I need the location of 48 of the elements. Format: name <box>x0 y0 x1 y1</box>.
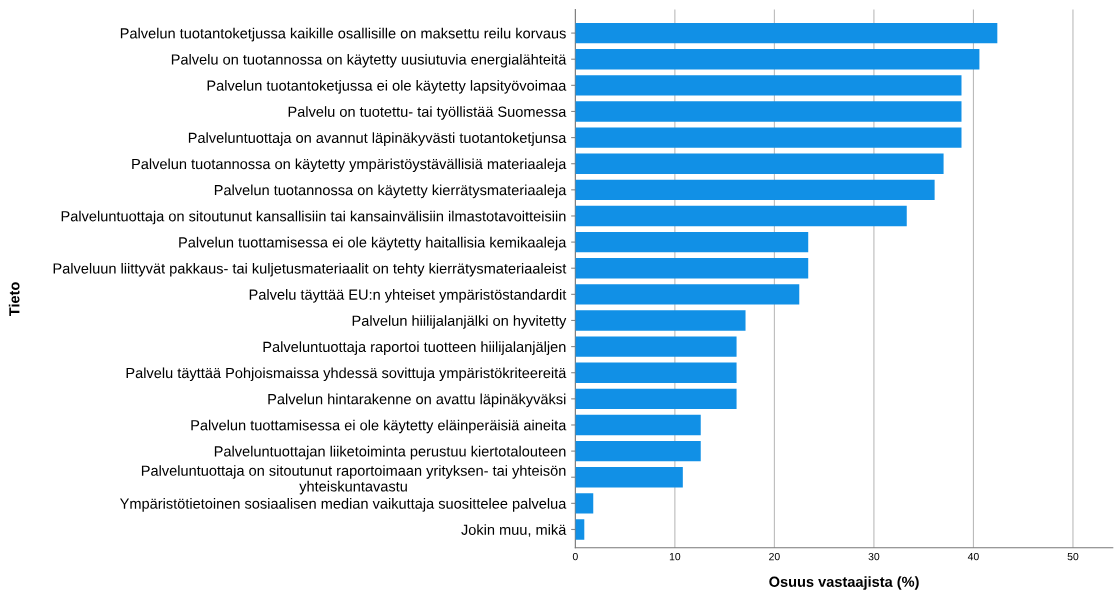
y-tick-label: Ympäristötietoinen sosiaalisen median vaikuttaja suosittelee palvelua <box>119 498 567 512</box>
bar <box>575 362 737 383</box>
y-tick-label: Palvelun hiilijalanjälki on hyvitetty <box>352 315 567 329</box>
x-axis-title: Osuus vastaajista (%) <box>769 576 919 590</box>
y-tick-label: Palvelun tuotantoketjussa ei ole käytetty lapsityövoimaa <box>207 80 567 94</box>
bar <box>575 205 907 227</box>
bar <box>575 258 809 279</box>
y-tick-label: Palvelu on tuotannossa on käytetty uusiutuvia energialähteitä <box>171 53 567 68</box>
y-axis-title: Tieto <box>8 282 20 317</box>
bar <box>575 75 962 96</box>
y-tick-label: Palvelu täyttää EU:n yhteiset ympäristöstandardit <box>249 289 567 303</box>
x-tick-label: 20 <box>769 552 780 561</box>
bar <box>575 49 980 70</box>
y-tick-label: Palveluun liittyvät pakkaus- tai kuljetusmateriaalit on tehty kierrätysmateriaaleist <box>53 262 567 277</box>
bar <box>575 336 737 357</box>
x-tick-label: 40 <box>967 552 979 561</box>
bar <box>575 493 594 514</box>
y-tick-label: Palvelu on tuotettu- tai työllistää Suomessa <box>288 106 567 120</box>
y-tick-label: Palvelun hintarakenne on avattu läpinäkyväksi <box>268 393 566 408</box>
y-tick-label: Palveluntuottaja on avannut läpinäkyvästi tuotantoketjunsa <box>188 132 567 146</box>
y-tick-label: Palvelun tuotannossa on käytetty kierrätysmateriaaleja <box>214 184 567 199</box>
bar <box>575 414 701 436</box>
bar <box>575 231 809 253</box>
x-tick-label: 30 <box>868 552 880 561</box>
bar <box>575 519 585 540</box>
y-tick-label: Palvelun tuotannossa on käytetty ympäristöystävällisiä materiaaleja <box>132 158 567 173</box>
bar <box>575 153 944 174</box>
bar <box>575 467 683 488</box>
x-tick-label: 10 <box>669 552 681 561</box>
y-tick-label: Jokin muu, mikä <box>461 524 567 537</box>
bar <box>575 284 800 305</box>
x-tick-label: 0 <box>572 552 578 561</box>
y-tick-label: Palveluntuottaja on sitoutunut raportoimaan yrityksen- tai yhteisön yhteiskuntavastu <box>141 465 566 495</box>
y-tick-label: Palvelun tuottamisessa ei ole käytetty haitallisia kemikaaleja <box>179 236 567 251</box>
y-tick-label: Palveluntuottaja raportoi tuotteen hiilijalanjäljen <box>263 341 566 355</box>
y-tick-label: Palveluntuottajan liiketoiminta perustuu kiertotalouteen <box>214 445 566 460</box>
bar <box>575 310 746 331</box>
y-tick-label: Palvelu täyttää Pohjoismaissa yhdessä sovittuja ympäristökriteereitä <box>126 367 567 382</box>
y-tick-label: Palvelun tuottamisessa ei ole käytetty eläinperäisiä aineita <box>191 419 567 434</box>
y-tick-label: Palvelun tuotantoketjussa kaikille osallisille on maksettu reilu korvaus <box>120 27 566 42</box>
bar <box>575 127 962 148</box>
bar <box>575 440 701 462</box>
bar <box>575 388 737 410</box>
y-tick-label: Palveluntuottaja on sitoutunut kansallisiin tai kansainvälisiin ilmastotavoitteisiin <box>61 210 566 225</box>
bar <box>575 22 998 44</box>
bar <box>575 179 935 201</box>
x-tick-label: 50 <box>1067 552 1079 561</box>
bar <box>575 101 962 122</box>
